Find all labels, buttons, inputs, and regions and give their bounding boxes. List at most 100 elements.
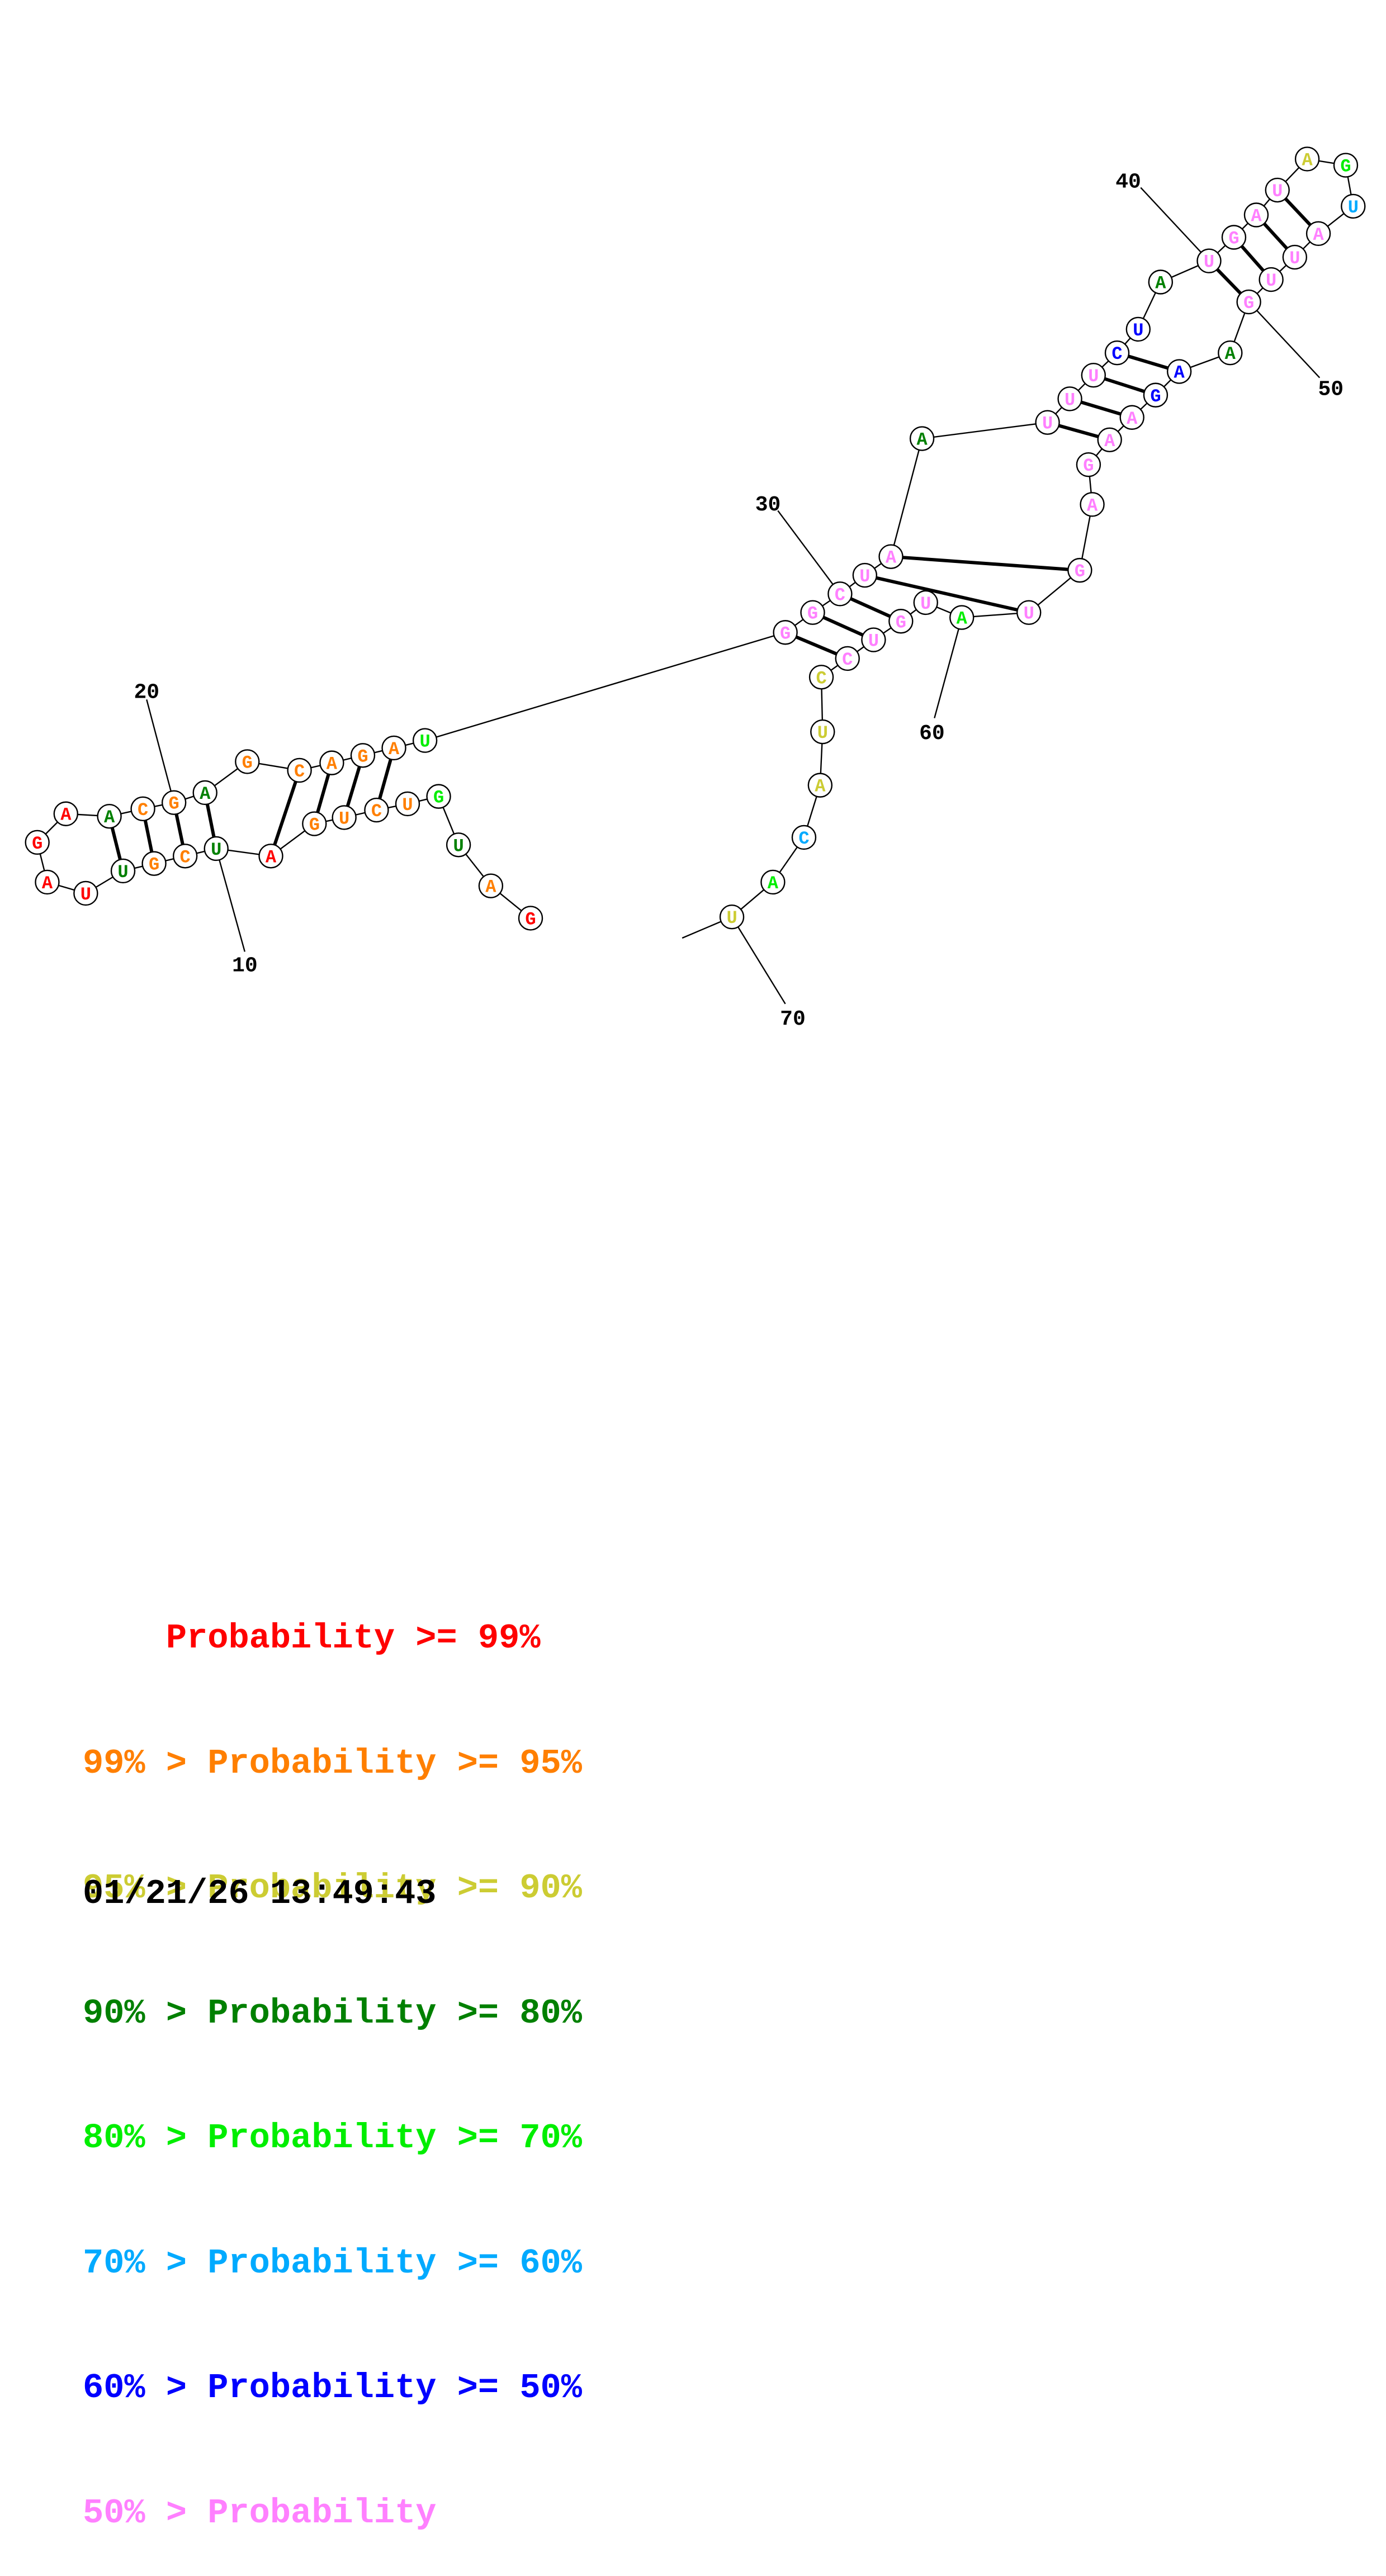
nucleotide-8: G [302, 811, 327, 836]
nucleotide-circle [518, 906, 543, 931]
nucleotide-circle [1243, 202, 1269, 228]
nucleotide-41: G [1221, 225, 1247, 250]
nucleotide-base: G [1228, 228, 1239, 249]
legend-row-99: Probability >= 99% [83, 1618, 541, 1658]
nucleotide-base: A [200, 784, 211, 804]
nucleotide-32: A [878, 544, 903, 569]
nucleotide-base: C [842, 650, 853, 670]
nucleotide-29: G [800, 600, 825, 625]
nucleotide-65: C [808, 665, 834, 690]
nucleotide-43: U [1265, 177, 1290, 203]
nucleotide-58: G [1067, 557, 1092, 583]
position-label: 40 [1115, 170, 1141, 194]
nucleotide-circle [1294, 146, 1320, 172]
nucleotide-base: G [309, 815, 320, 836]
nucleotide-base: A [886, 548, 897, 569]
nucleotide-circle [835, 646, 860, 671]
nucleotide-circle [235, 749, 260, 774]
nucleotide-base: U [859, 566, 870, 587]
nucleotide-base: A [1313, 225, 1324, 245]
nucleotide-base: G [896, 612, 906, 633]
nucleotide-circle [332, 805, 357, 830]
position-label: 70 [780, 1007, 806, 1031]
nucleotide-circle [1196, 248, 1222, 273]
nucleotide-circle [1067, 557, 1092, 583]
nucleotide-40: U [1196, 248, 1222, 273]
nucleotide-61: U [913, 590, 938, 615]
nucleotide-base: A [815, 776, 826, 797]
nucleotide-circle [25, 830, 50, 855]
nucleotide-47: A [1305, 221, 1331, 247]
nucleotide-69: A [760, 869, 786, 895]
nucleotide-base: A [1251, 206, 1262, 226]
nucleotide-base: G [1075, 561, 1085, 582]
nucleotide-base: A [1127, 409, 1138, 429]
nucleotide-circle [192, 780, 217, 806]
legend-row-70: 80% > Probability >= 70% [83, 2118, 582, 2158]
nucleotide-51: A [1218, 340, 1243, 366]
nucleotide-circle [913, 590, 938, 615]
nucleotide-56: G [1076, 452, 1101, 477]
nucleotide-circle [808, 665, 834, 690]
position-label: 10 [232, 954, 258, 978]
nucleotide-25: G [350, 743, 376, 768]
nucleotide-16: G [25, 830, 50, 855]
legend-row-95: 99% > Probability >= 95% [83, 1743, 582, 1783]
nucleotide-circle [426, 784, 451, 809]
nucleotide-base: G [357, 746, 368, 767]
nucleotide-circle [302, 811, 327, 836]
nucleotide-circle [909, 426, 935, 451]
nucleotide-base: U [920, 594, 931, 614]
nucleotide-circle [141, 851, 167, 876]
nucleotide-circle [1236, 289, 1261, 315]
nucleotide-50: G [1236, 289, 1261, 315]
nucleotide-circle [1333, 153, 1359, 178]
nucleotide-circle [852, 562, 878, 588]
nucleotide-base: A [389, 739, 400, 760]
nucleotide-11: C [172, 844, 198, 869]
nucleotide-42: A [1243, 202, 1269, 228]
nucleotide-circle [1057, 386, 1082, 411]
nucleotide-4: G [426, 784, 451, 809]
timestamp: 01/21/26 13:49:43 [83, 1874, 437, 1914]
nucleotide-54: A [1119, 405, 1144, 430]
nucleotide-base: U [1024, 604, 1034, 624]
nucleotide-66: U [810, 719, 835, 745]
nucleotide-62: G [888, 609, 914, 634]
nucleotide-circle [161, 790, 187, 815]
nucleotide-circle [810, 719, 835, 745]
nucleotide-circle [1016, 600, 1042, 625]
probability-legend: Probability >= 99% 99% > Probability >= … [83, 1535, 582, 2576]
nucleotide-base: U [419, 732, 430, 752]
nucleotide-circle [73, 880, 98, 906]
nucleotide-circle [807, 773, 833, 798]
position-label: 30 [755, 493, 781, 517]
nucleotide-circle [319, 750, 344, 775]
backbone-segment [424, 632, 786, 741]
nucleotide-26: A [381, 735, 406, 761]
nucleotide-31: U [852, 562, 878, 588]
nucleotide-circle [1081, 362, 1106, 388]
nucleotide-circle [1143, 382, 1169, 408]
nucleotide-base: U [1289, 248, 1300, 269]
nucleotide-circle [350, 743, 376, 768]
nucleotide-base: A [768, 873, 779, 894]
nucleotide-circle [1125, 316, 1151, 342]
nucleotide-circle [130, 796, 155, 822]
legend-row-50: 60% > Probability >= 50% [83, 2368, 582, 2408]
nucleotide-circle [791, 825, 817, 850]
nucleotide-63: U [861, 627, 886, 652]
nucleotide-39: A [1148, 269, 1174, 295]
nucleotide-base: G [807, 604, 818, 624]
nucleotide-circle [1282, 244, 1308, 270]
nucleotide-circle [1076, 452, 1101, 477]
nucleotide-base: C [1111, 344, 1122, 364]
nucleotide-base: C [294, 761, 305, 782]
nucleotide-circle [204, 836, 229, 861]
nucleotide-circle [800, 600, 825, 625]
nucleotide-circle [110, 858, 136, 884]
nucleotide-base: U [1266, 271, 1276, 291]
nucleotide-12: G [141, 851, 167, 876]
nucleotide-base: U [117, 862, 128, 883]
base-pair-bond [891, 555, 1080, 572]
